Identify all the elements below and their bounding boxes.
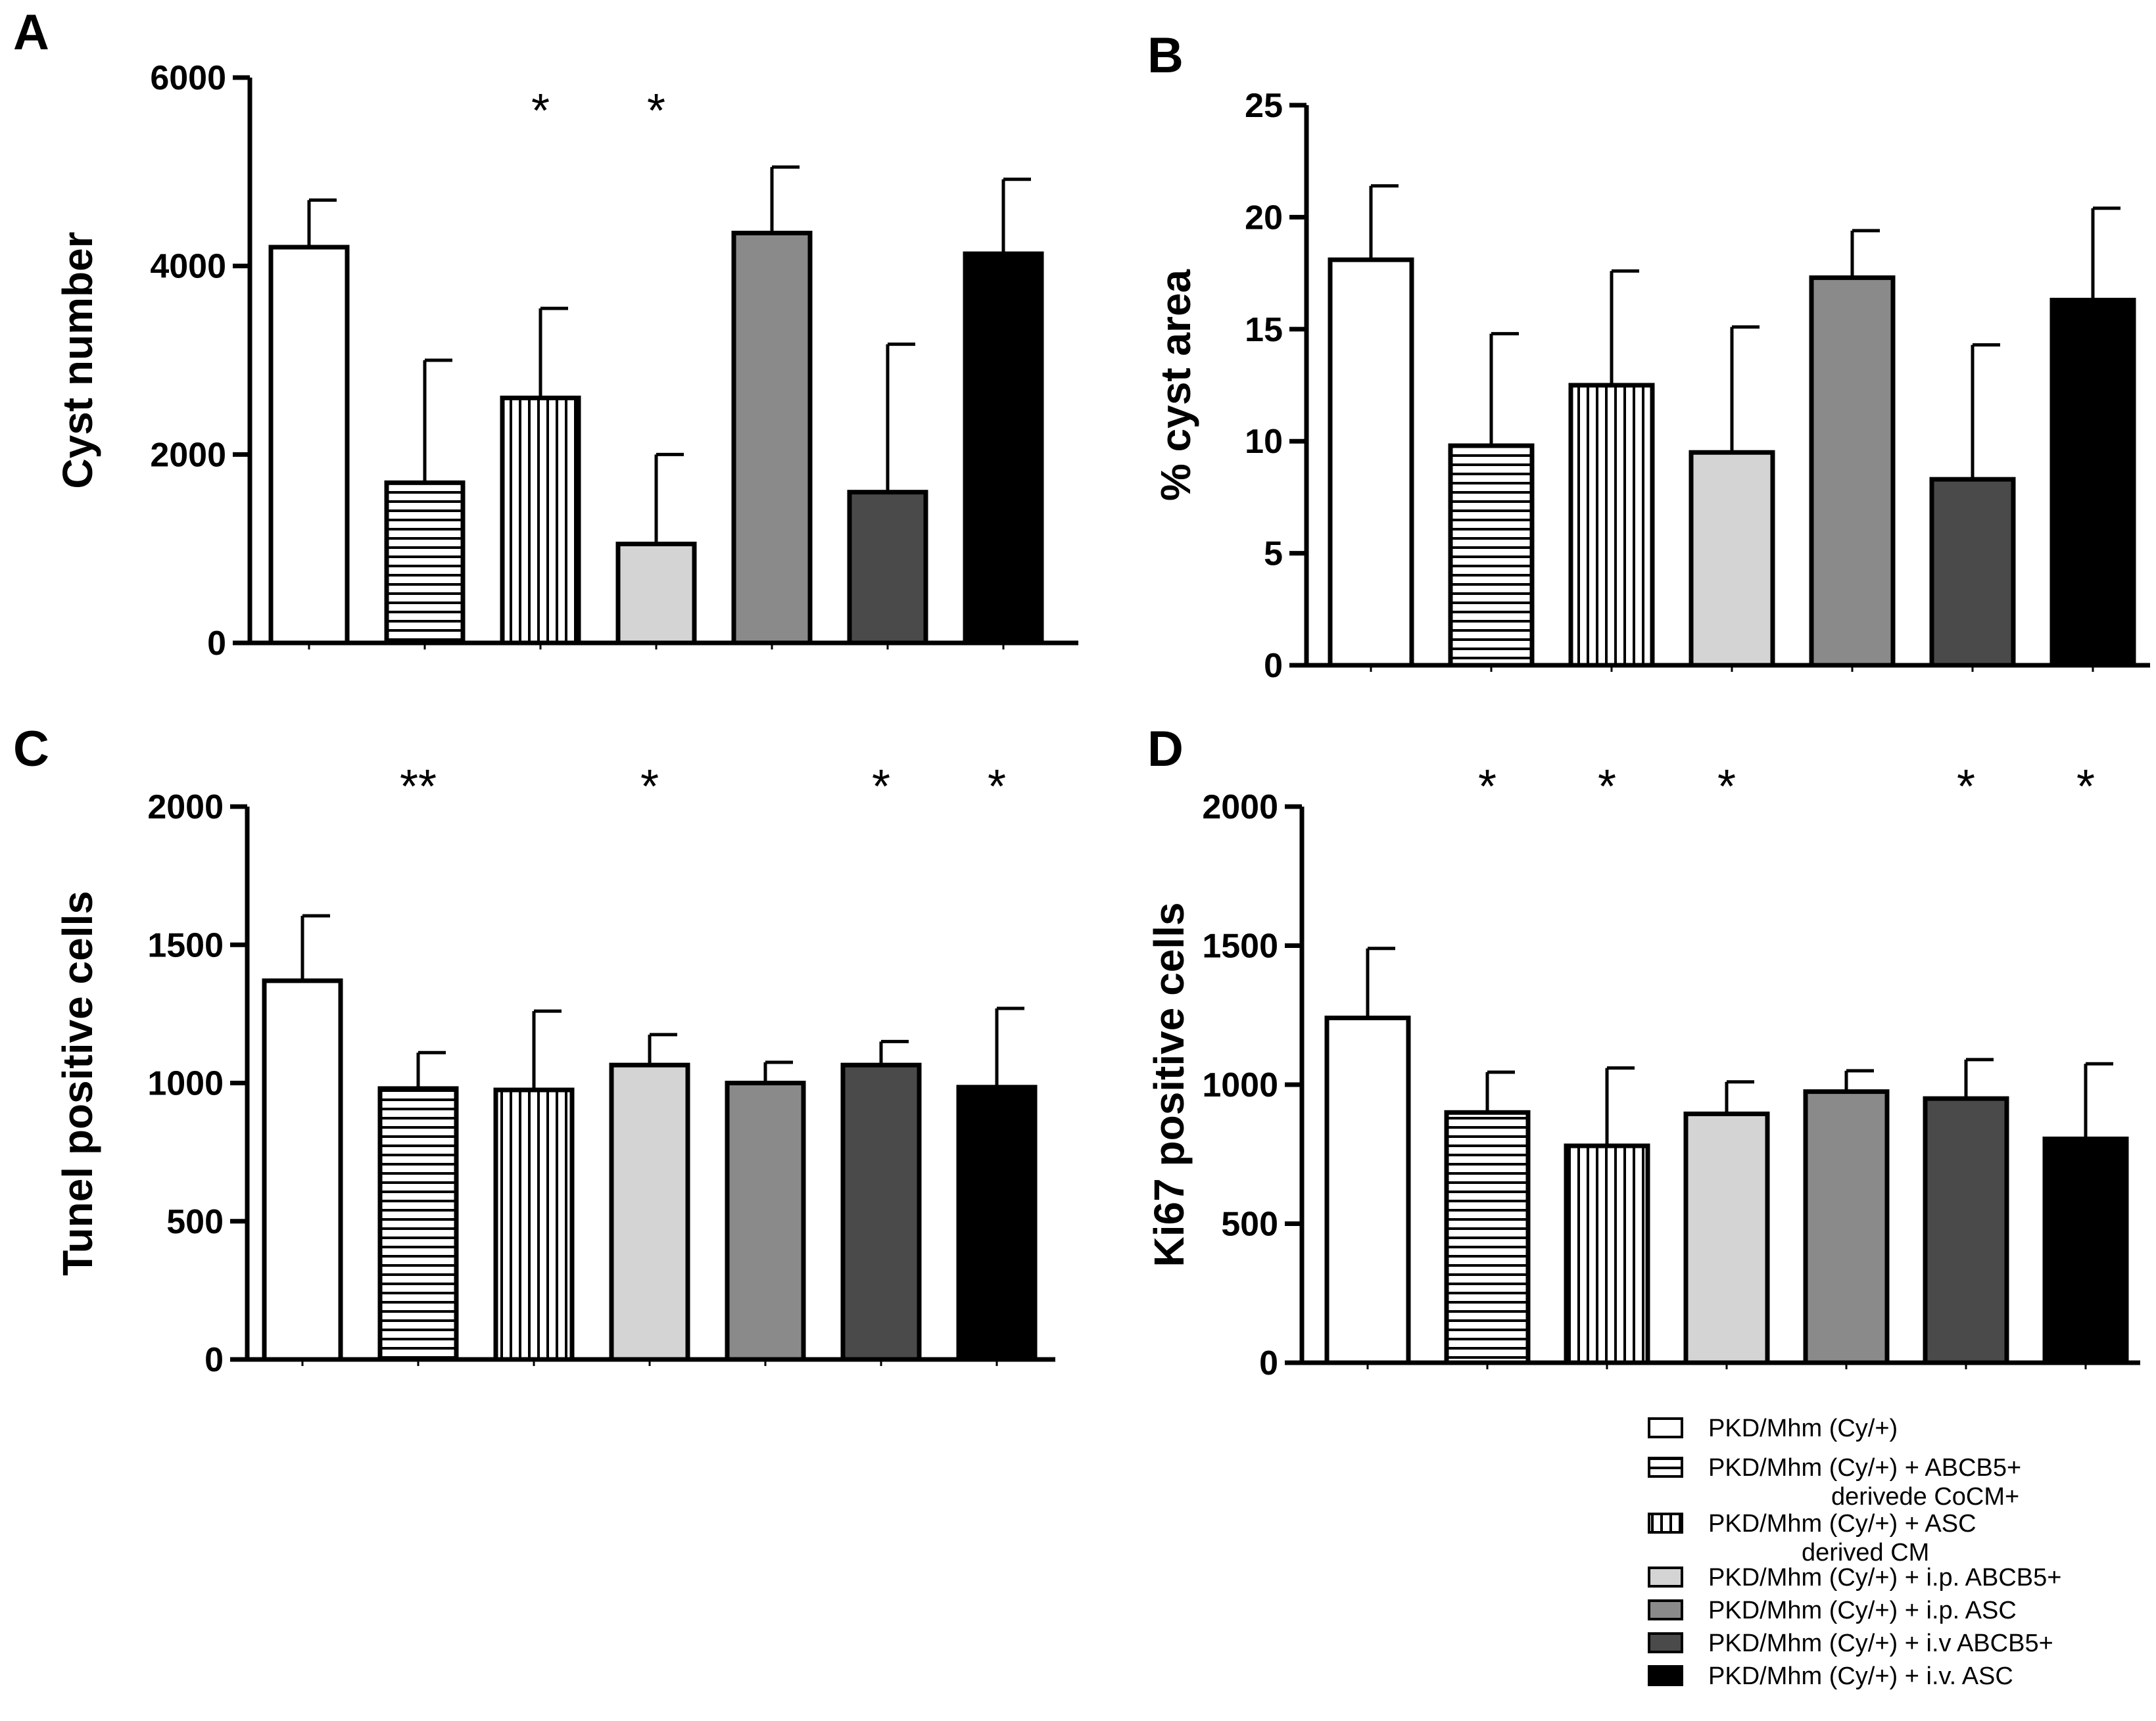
legend-label: PKD/Mhm (Cy/+) xyxy=(1708,1415,1898,1442)
legend-item: PKD/Mhm (Cy/+) + i.p. ASC xyxy=(1648,1597,2017,1624)
significance-marker: * xyxy=(1957,761,1975,813)
bar xyxy=(377,1086,459,1362)
y-tick-label: 15 xyxy=(1245,311,1283,349)
significance-marker: * xyxy=(531,85,550,137)
bar xyxy=(615,542,697,646)
y-tick-label: 2000 xyxy=(150,436,226,474)
significance-marker: * xyxy=(988,761,1006,813)
bar xyxy=(500,395,581,646)
y-tick-label: 500 xyxy=(1221,1206,1278,1244)
legend-swatch xyxy=(1648,1417,1683,1438)
bar xyxy=(1923,1096,2009,1365)
bar xyxy=(1683,1111,1770,1365)
bar xyxy=(1689,450,1775,668)
legend-label: PKD/Mhm (Cy/+) + i.p. ASC xyxy=(1708,1597,2017,1624)
bar xyxy=(2042,1136,2129,1365)
y-tick-label: 25 xyxy=(1245,87,1283,125)
y-tick-label: 5 xyxy=(1264,535,1283,573)
y-tick-label: 0 xyxy=(207,625,226,663)
legend-swatch xyxy=(1648,1632,1683,1653)
y-tick-label: 1000 xyxy=(147,1065,224,1103)
legend-swatch xyxy=(1648,1599,1683,1620)
legend-item: PKD/Mhm (Cy/+) + i.v. ASC xyxy=(1648,1662,2013,1690)
bar xyxy=(1809,275,1896,668)
bar xyxy=(609,1062,690,1362)
bar xyxy=(2049,297,2136,668)
bar xyxy=(956,1085,1038,1362)
legend-label: PKD/Mhm (Cy/+) + i.p. ABCB5+ xyxy=(1708,1564,2061,1591)
bar xyxy=(1448,443,1535,668)
legend-label: PKD/Mhm (Cy/+) + i.v. ASC xyxy=(1708,1662,2013,1690)
bar xyxy=(1444,1110,1531,1365)
bar xyxy=(1568,383,1655,668)
significance-marker: * xyxy=(1598,761,1616,813)
bar xyxy=(262,978,343,1362)
y-tick-label: 2000 xyxy=(147,788,224,826)
chart-panel-a: A Cyst number 0 2000 4000 6000 * * xyxy=(13,5,1078,663)
legend-swatch xyxy=(1648,1567,1683,1588)
legend-item: PKD/Mhm (Cy/+) + i.p. ABCB5+ xyxy=(1648,1564,2061,1591)
legend-label: PKD/Mhm (Cy/+) + ASC xyxy=(1708,1510,1976,1538)
bar xyxy=(268,245,350,646)
legend-label: derived CM xyxy=(1802,1539,1929,1567)
chart-panel-d: D Ki67 positive cells 0 500 1000 1500 2000 * * * *… xyxy=(1145,721,2140,1382)
chart-panel-b: B % cyst area 0 5 10 15 20 25 xyxy=(1147,28,2150,685)
y-axis-label: Cyst number xyxy=(54,231,101,488)
significance-marker: * xyxy=(1478,761,1497,813)
y-axis-label: Ki67 positive cells xyxy=(1145,903,1193,1267)
bar xyxy=(1803,1089,1890,1365)
legend-item: PKD/Mhm (Cy/+) + ABCB5+derivede CoCM+ xyxy=(1648,1454,2021,1511)
y-tick-label: 6000 xyxy=(150,59,226,97)
bar xyxy=(493,1087,575,1362)
y-tick-label: 1000 xyxy=(1202,1066,1278,1104)
significance-marker: * xyxy=(1717,761,1736,813)
y-tick-label: 0 xyxy=(204,1341,224,1379)
significance-marker: ** xyxy=(400,761,437,813)
y-tick-label: 500 xyxy=(166,1203,224,1241)
legend-swatch xyxy=(1648,1665,1683,1686)
legend-label: derivede CoCM+ xyxy=(1831,1483,2019,1511)
panel-letter: A xyxy=(13,5,49,60)
legend-swatch xyxy=(1648,1457,1683,1478)
bar xyxy=(963,251,1044,646)
legend-label: PKD/Mhm (Cy/+) + ABCB5+ xyxy=(1708,1454,2021,1482)
significance-marker: * xyxy=(2076,761,2095,813)
legend-item: PKD/Mhm (Cy/+) xyxy=(1648,1415,1898,1442)
bar xyxy=(840,1062,922,1362)
y-tick-label: 10 xyxy=(1245,423,1283,461)
panel-letter: B xyxy=(1147,28,1184,83)
significance-marker: * xyxy=(647,85,665,137)
y-tick-label: 2000 xyxy=(1202,788,1278,826)
y-tick-label: 1500 xyxy=(1202,928,1278,966)
y-tick-label: 1500 xyxy=(147,926,224,964)
y-tick-label: 0 xyxy=(1259,1344,1278,1382)
y-tick-label: 20 xyxy=(1245,199,1283,237)
panel-letter: D xyxy=(1147,721,1184,777)
bar xyxy=(725,1081,806,1362)
bar xyxy=(1564,1143,1650,1365)
legend-item: PKD/Mhm (Cy/+) + i.v ABCB5+ xyxy=(1648,1630,2053,1657)
bar xyxy=(384,480,466,646)
bar xyxy=(1324,1015,1411,1365)
legend-label: PKD/Mhm (Cy/+) + i.v ABCB5+ xyxy=(1708,1630,2053,1657)
significance-marker: * xyxy=(640,761,659,813)
y-axis-label: % cyst area xyxy=(1152,269,1199,501)
bar xyxy=(847,490,928,646)
y-axis-label: Tunel positive cells xyxy=(54,891,101,1276)
y-tick-label: 0 xyxy=(1264,647,1283,685)
significance-marker: * xyxy=(872,761,890,813)
legend: PKD/Mhm (Cy/+)PKD/Mhm (Cy/+) + ABCB5+der… xyxy=(1648,1415,2061,1690)
legend-swatch xyxy=(1648,1513,1683,1534)
bar xyxy=(1328,257,1414,668)
y-tick-label: 4000 xyxy=(150,248,226,286)
bar xyxy=(731,231,813,646)
bar xyxy=(1929,477,2016,668)
panel-letter: C xyxy=(13,721,49,777)
